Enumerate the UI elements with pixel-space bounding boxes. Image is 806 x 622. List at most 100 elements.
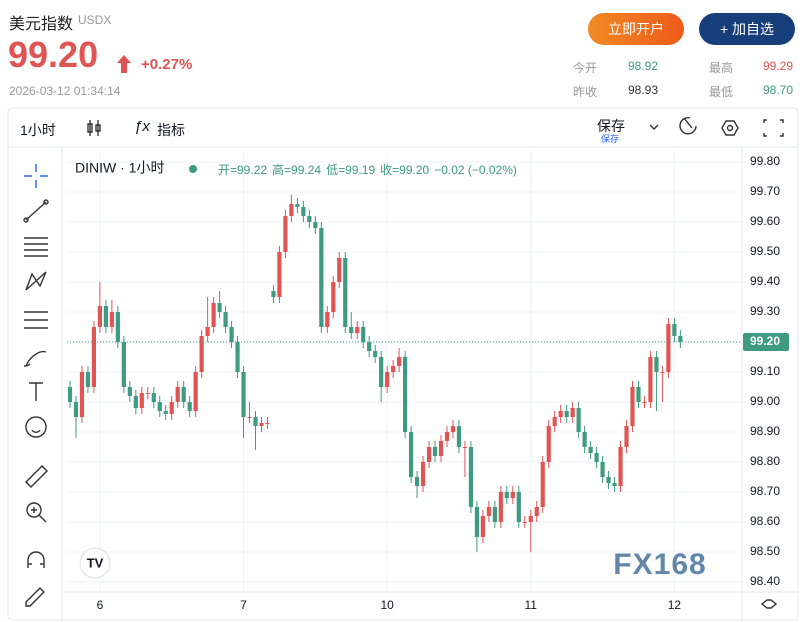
open-account-button[interactable]: 立即开户 bbox=[588, 13, 684, 45]
candle-body bbox=[612, 483, 617, 486]
candle-body bbox=[468, 447, 474, 507]
candle-body bbox=[193, 372, 198, 411]
tv-logo-text: TV bbox=[87, 555, 104, 570]
candle-body bbox=[594, 453, 599, 462]
candle-body bbox=[223, 312, 228, 327]
legend-item: 收=99.20 bbox=[380, 163, 430, 177]
candle-body bbox=[217, 303, 222, 312]
candle-body bbox=[600, 462, 605, 477]
last-price-label: 99.20 bbox=[750, 334, 780, 348]
watermark: FX168 bbox=[613, 548, 706, 581]
candle-body bbox=[241, 372, 246, 417]
candle-body bbox=[432, 447, 438, 456]
stat-value: 99.29 bbox=[763, 59, 794, 73]
y-tick-label: 99.80 bbox=[750, 154, 780, 168]
candle-body bbox=[253, 417, 258, 426]
stat-label: 今开 bbox=[573, 61, 598, 75]
candle-body bbox=[492, 507, 497, 522]
y-tick-label: 98.60 bbox=[750, 514, 780, 528]
y-tick-label: 99.60 bbox=[750, 214, 780, 228]
legend-item: 高=99.24 bbox=[272, 163, 322, 177]
candle-body bbox=[480, 516, 485, 537]
candle-body bbox=[672, 324, 677, 336]
candle-body bbox=[450, 426, 456, 432]
code: USDX bbox=[78, 13, 112, 27]
indicators-button[interactable]: 指标 bbox=[157, 122, 185, 138]
candle-body bbox=[486, 507, 491, 516]
up-arrow bbox=[117, 55, 131, 73]
candle-body bbox=[307, 216, 312, 222]
candle-body bbox=[534, 507, 539, 516]
candle-body bbox=[163, 411, 168, 414]
candle-body bbox=[349, 327, 354, 333]
candle-body bbox=[205, 327, 210, 336]
interval-button[interactable]: 1小时 bbox=[20, 122, 56, 138]
candle-body bbox=[474, 507, 480, 537]
candle-body bbox=[546, 426, 551, 462]
x-tick-label: 10 bbox=[380, 598, 394, 612]
candle-body bbox=[498, 492, 503, 522]
y-tick-label: 98.50 bbox=[750, 544, 780, 558]
drawing-tools[interactable] bbox=[23, 164, 49, 607]
save-sub: 保存 bbox=[601, 134, 620, 144]
candle-body bbox=[456, 426, 462, 447]
candle-body bbox=[426, 447, 432, 462]
candle-body bbox=[403, 357, 408, 432]
candle-body bbox=[678, 336, 683, 342]
title: 美元指数 bbox=[9, 16, 74, 33]
tv-logo bbox=[79, 547, 111, 579]
legend-item: 开=99.22 bbox=[218, 163, 268, 177]
candle-body bbox=[73, 402, 79, 417]
watchlist-button[interactable]: + 加自选 bbox=[699, 13, 795, 45]
candle-body bbox=[295, 204, 300, 207]
candle-body bbox=[414, 477, 420, 486]
candle-body bbox=[109, 312, 114, 327]
stat-value: 98.70 bbox=[763, 83, 794, 97]
candle-body bbox=[181, 387, 186, 402]
candle-body bbox=[624, 426, 629, 447]
y-tick-label: 98.80 bbox=[750, 454, 780, 468]
candle-body bbox=[271, 291, 276, 297]
candle-body bbox=[367, 342, 372, 351]
candle-body bbox=[85, 372, 91, 387]
chart-frame bbox=[7, 107, 799, 621]
save-button[interactable]: 保存 bbox=[597, 118, 625, 134]
y-tick-label: 98.70 bbox=[750, 484, 780, 498]
candle-body bbox=[630, 387, 635, 426]
candle-body bbox=[438, 441, 444, 456]
candle-body bbox=[157, 402, 162, 411]
candle-body bbox=[642, 402, 647, 403]
candle-body bbox=[379, 357, 384, 387]
legend-item: 低=99.19 bbox=[326, 163, 376, 177]
y-tick-label: 99.10 bbox=[750, 364, 780, 378]
candle-body bbox=[355, 327, 360, 333]
candle-body bbox=[408, 432, 414, 477]
last-price-tag bbox=[743, 333, 789, 351]
candle-body bbox=[211, 303, 216, 327]
candle-body bbox=[504, 492, 509, 498]
candle-body bbox=[618, 447, 623, 486]
y-tick-label: 98.90 bbox=[750, 424, 780, 438]
candle-body bbox=[343, 258, 348, 327]
candle-body bbox=[145, 393, 150, 394]
candle-body bbox=[91, 327, 97, 387]
candle-body bbox=[199, 336, 204, 372]
legend-item: −0.02 (−0.02%) bbox=[434, 163, 517, 177]
candle-body bbox=[462, 447, 468, 448]
candle-body bbox=[510, 492, 515, 498]
candle-body bbox=[331, 282, 336, 312]
y-tick-label: 99.70 bbox=[750, 184, 780, 198]
candle-body bbox=[540, 462, 545, 507]
candle-body bbox=[558, 411, 563, 417]
candle-body bbox=[397, 357, 402, 366]
stat-value: 98.93 bbox=[628, 83, 659, 97]
candle-body bbox=[337, 258, 342, 282]
candle-body bbox=[528, 516, 533, 522]
x-tick-label: 11 bbox=[525, 598, 538, 612]
candle-body bbox=[391, 366, 396, 372]
candle-body bbox=[570, 408, 575, 417]
candle-body bbox=[319, 228, 324, 327]
candle-body bbox=[127, 387, 132, 396]
toolbar-icons[interactable] bbox=[87, 117, 784, 609]
